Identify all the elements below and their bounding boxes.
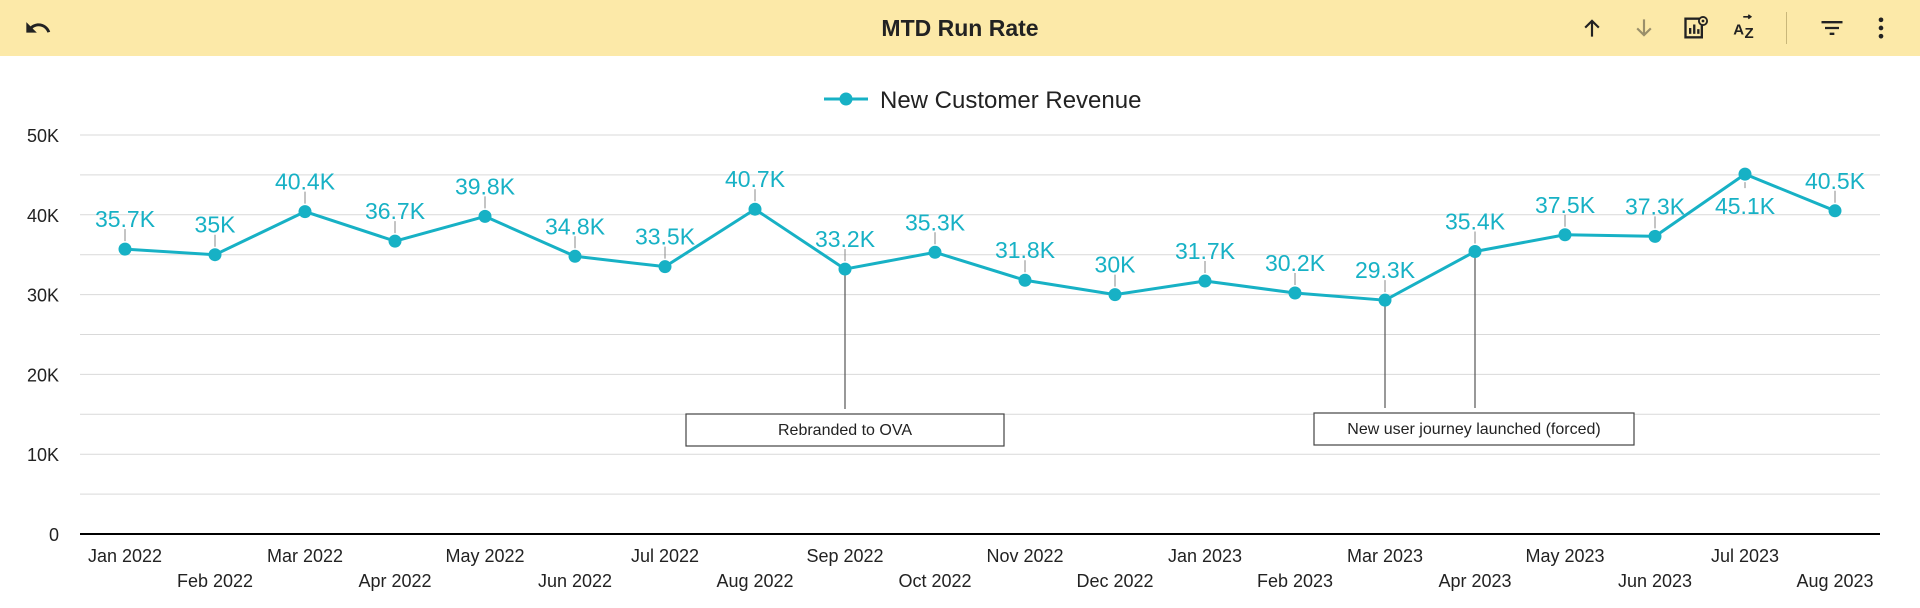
- x-tick-label: Jun 2022: [538, 571, 612, 591]
- data-point[interactable]: [208, 248, 222, 262]
- series-new-customer-revenue: [118, 167, 1842, 307]
- x-tick-label: Nov 2022: [986, 546, 1063, 566]
- x-axis: Jan 2022 Feb 2022 Mar 2022 Apr 2022 May 2022…: [88, 546, 1874, 591]
- y-tick-label: 0: [49, 525, 59, 545]
- data-label: 35.4K: [1445, 209, 1506, 235]
- data-point[interactable]: [1828, 204, 1842, 218]
- x-tick-label: May 2023: [1525, 546, 1604, 566]
- annotations: Rebranded to OVA New user journey launche…: [685, 251, 1635, 447]
- legend-label: New Customer Revenue: [880, 87, 1141, 114]
- data-label: 33.5K: [635, 224, 696, 250]
- data-label: 35K: [195, 212, 237, 238]
- data-label: 40.4K: [275, 169, 336, 195]
- data-label: 39.8K: [455, 173, 516, 199]
- y-axis: 0 10K 20K 30K 40K 50K: [27, 126, 59, 545]
- data-label: 36.7K: [365, 198, 426, 224]
- sort-az-icon[interactable]: A Z: [1731, 12, 1763, 44]
- data-point[interactable]: [1738, 167, 1752, 181]
- data-point[interactable]: [1108, 288, 1122, 302]
- undo-icon[interactable]: [22, 12, 54, 44]
- data-label: 31.7K: [1175, 238, 1236, 264]
- data-labels: 35.7K 35K 40.4K 36.7K 39.8K 34.8K 33.5K 40.7K 33…: [95, 166, 1866, 293]
- data-label: 30.2K: [1265, 250, 1326, 276]
- data-label: 37.3K: [1625, 193, 1686, 219]
- data-point[interactable]: [1018, 273, 1032, 287]
- annotation-label: Rebranded to OVA: [778, 422, 912, 439]
- data-point[interactable]: [658, 260, 672, 274]
- data-point[interactable]: [478, 209, 492, 223]
- svg-text:Z: Z: [1745, 25, 1754, 42]
- x-tick-label: Jan 2022: [88, 546, 162, 566]
- x-tick-label: Jun 2023: [1618, 571, 1692, 591]
- data-point[interactable]: [838, 262, 852, 276]
- sort-ascending-icon[interactable]: [1576, 12, 1608, 44]
- legend: New Customer Revenue: [824, 87, 1141, 114]
- data-point[interactable]: [1468, 245, 1482, 259]
- data-point[interactable]: [748, 202, 762, 216]
- data-label: 37.5K: [1535, 192, 1596, 218]
- x-tick-label: Jul 2022: [631, 546, 699, 566]
- filter-icon[interactable]: [1816, 12, 1848, 44]
- data-label: 35.7K: [95, 206, 156, 232]
- y-tick-label: 20K: [27, 365, 59, 385]
- line-chart: New Customer Revenue 0 10K 20K 30K 40K 50K Ja…: [27, 87, 1880, 591]
- toolbar-divider: [1786, 12, 1787, 44]
- data-label: 45.1K: [1715, 193, 1776, 219]
- chart-toolbar: MTD Run Rate A Z: [0, 0, 1920, 56]
- data-point[interactable]: [568, 249, 582, 263]
- svg-text:A: A: [1733, 21, 1744, 38]
- y-tick-label: 30K: [27, 286, 59, 306]
- data-point[interactable]: [1558, 228, 1572, 242]
- chart-settings-icon[interactable]: [1680, 12, 1712, 44]
- gridlines: [80, 134, 1880, 535]
- y-tick-label: 10K: [27, 445, 59, 465]
- data-label: 30K: [1095, 252, 1137, 278]
- x-tick-label: Aug 2023: [1796, 571, 1873, 591]
- x-tick-label: Jan 2023: [1168, 546, 1242, 566]
- more-vert-icon[interactable]: [1865, 12, 1897, 44]
- x-tick-label: Oct 2022: [898, 571, 971, 591]
- x-tick-label: Dec 2022: [1076, 571, 1153, 591]
- data-point[interactable]: [928, 245, 942, 259]
- data-label: 33.2K: [815, 226, 876, 252]
- data-label: 35.3K: [905, 209, 966, 235]
- legend-point-marker: [839, 92, 853, 106]
- data-point[interactable]: [118, 242, 132, 256]
- y-tick-label: 40K: [27, 206, 59, 226]
- x-tick-label: Aug 2022: [716, 571, 793, 591]
- data-label: 34.8K: [545, 213, 606, 239]
- x-tick-label: Feb 2022: [177, 571, 253, 591]
- x-tick-label: May 2022: [445, 546, 524, 566]
- x-tick-label: Mar 2022: [267, 546, 343, 566]
- data-point[interactable]: [1288, 286, 1302, 300]
- sort-descending-icon[interactable]: [1628, 12, 1660, 44]
- x-tick-label: Apr 2023: [1438, 571, 1511, 591]
- series-line: [124, 172, 1836, 302]
- data-point[interactable]: [1648, 229, 1662, 243]
- annotation-box: [685, 413, 1005, 447]
- data-label: 40.7K: [725, 166, 786, 192]
- data-label: 29.3K: [1355, 257, 1416, 283]
- data-point[interactable]: [388, 234, 402, 248]
- x-tick-label: Jul 2023: [1711, 546, 1779, 566]
- annotation-box: [1313, 412, 1635, 446]
- x-tick-label: Apr 2022: [358, 571, 431, 591]
- x-tick-label: Sep 2022: [806, 546, 883, 566]
- x-tick-label: Mar 2023: [1347, 546, 1423, 566]
- data-point[interactable]: [1378, 293, 1392, 307]
- data-label: 31.8K: [995, 237, 1056, 263]
- x-tick-label: Feb 2023: [1257, 571, 1333, 591]
- annotation-label: New user journey launched (forced): [1347, 421, 1600, 438]
- data-point[interactable]: [1198, 274, 1212, 288]
- y-tick-label: 50K: [27, 126, 59, 146]
- data-label: 40.5K: [1805, 168, 1866, 194]
- data-point[interactable]: [298, 205, 312, 219]
